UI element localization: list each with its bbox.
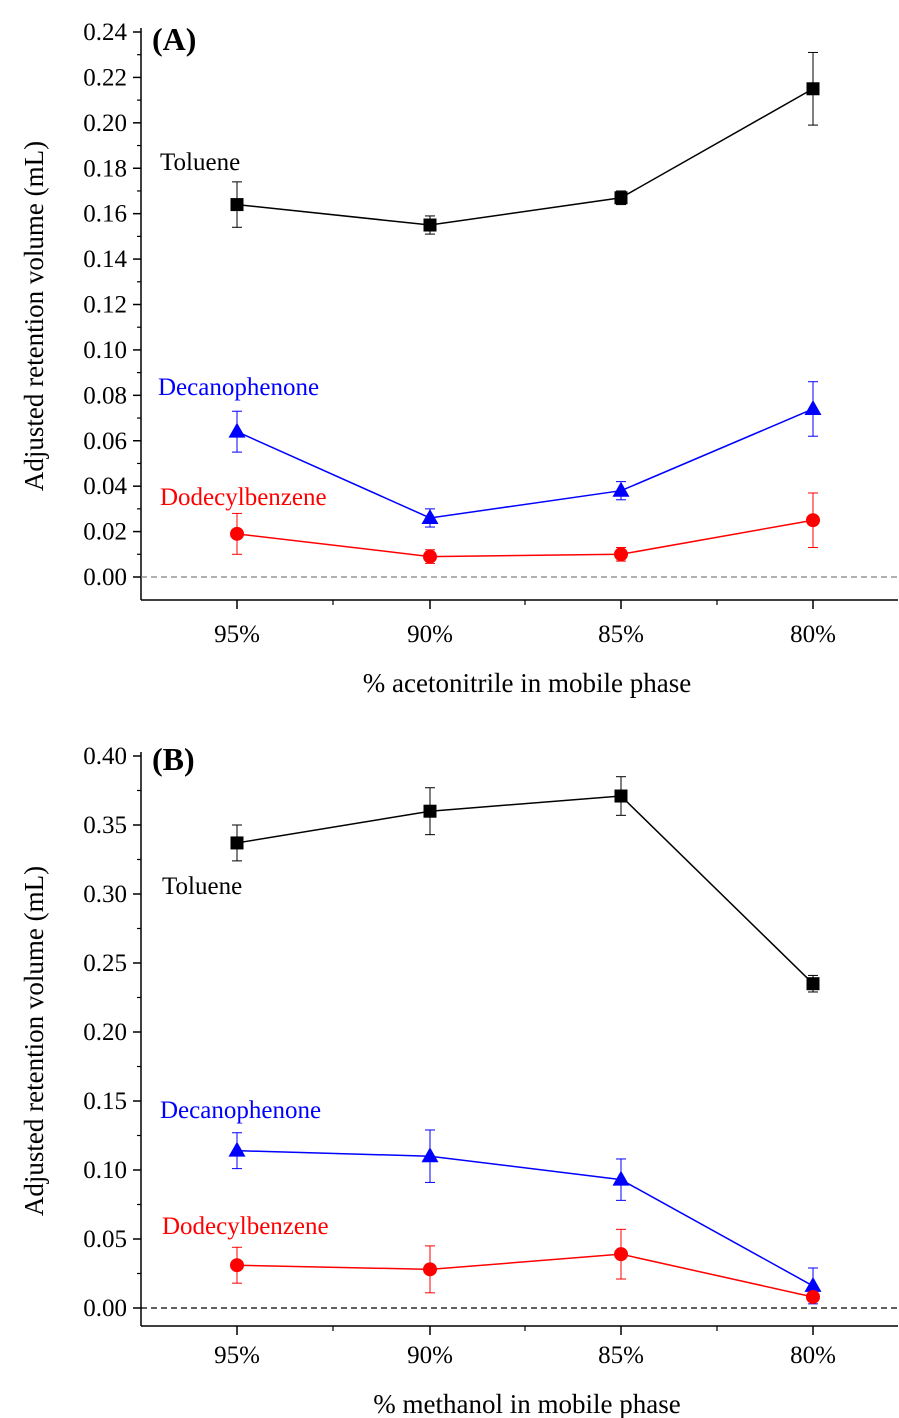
x-tick-label: 90% <box>407 1342 453 1369</box>
data-point <box>614 191 628 205</box>
data-point <box>614 789 628 803</box>
y-tick-label: 0.00 <box>83 564 127 591</box>
y-tick-label: 0.06 <box>83 428 127 455</box>
data-point <box>614 547 628 562</box>
panel-a: 0.00 0.02 0.04 0.06 0.08 0.10 0.12 0.14 0.16 0.18… <box>19 19 898 698</box>
data-point <box>423 549 437 564</box>
y-tick-label: 0.02 <box>83 519 127 546</box>
data-point <box>421 508 439 524</box>
series-line <box>236 88 814 226</box>
series-decanophenone <box>228 1129 822 1305</box>
series-dodecylbenzene <box>230 492 820 564</box>
y-tick-label: 0.15 <box>83 1088 127 1115</box>
x-tick-label: 95% <box>214 1342 260 1369</box>
data-point <box>612 481 630 497</box>
series-label-dodecylbenzene: Dodecylbenzene <box>160 484 327 511</box>
data-point <box>806 1289 820 1304</box>
series-toluene <box>230 51 820 235</box>
data-point <box>230 1258 244 1273</box>
series-line <box>236 519 814 558</box>
x-tick-label: 85% <box>598 1342 644 1369</box>
data-point <box>228 422 246 438</box>
y-tick-label: 0.25 <box>83 950 127 977</box>
series-line <box>236 1149 814 1287</box>
y-tick-label: 0.16 <box>83 201 127 228</box>
series-label-decanophenone: Decanophenone <box>158 374 319 401</box>
y-tick-label: 0.22 <box>83 64 127 91</box>
y-tick-label: 0.10 <box>83 1157 127 1184</box>
data-point <box>614 1247 628 1262</box>
y-tick-label: 0.18 <box>83 155 127 182</box>
x-tick-label: 95% <box>214 621 260 648</box>
data-point <box>806 82 820 96</box>
y-tick-label: 0.10 <box>83 337 127 364</box>
series-toluene <box>230 776 820 993</box>
y-tick-label: 0.24 <box>83 19 127 46</box>
y-tick-label: 0.30 <box>83 881 127 908</box>
data-point <box>230 198 244 212</box>
series-line <box>236 408 814 519</box>
panel-b: 0.00 0.05 0.10 0.15 0.20 0.25 0.30 0.35 0.40 95% 9… <box>19 741 898 1418</box>
y-tick-label: 0.20 <box>83 1019 127 1046</box>
x-axis-title: % acetonitrile in mobile phase <box>363 668 691 698</box>
data-point <box>612 1170 630 1186</box>
series-decanophenone <box>228 381 822 528</box>
y-tick-label: 0.14 <box>83 246 127 273</box>
y-tick-label: 0.35 <box>83 812 127 839</box>
series-label-decanophenone: Decanophenone <box>160 1097 321 1124</box>
y-tick-label: 0.04 <box>83 473 127 500</box>
panel-label: (A) <box>152 21 196 57</box>
y-tick-label: 0.20 <box>83 110 127 137</box>
data-point <box>806 977 820 991</box>
series-label-toluene: Toluene <box>162 873 242 900</box>
x-tick-label: 85% <box>598 621 644 648</box>
data-point <box>230 526 244 541</box>
series-label-dodecylbenzene: Dodecylbenzene <box>162 1213 329 1240</box>
data-point <box>806 513 820 528</box>
series-dodecylbenzene <box>230 1228 820 1304</box>
data-point <box>230 836 244 850</box>
series-line <box>236 1253 814 1298</box>
data-point <box>804 399 822 415</box>
data-point <box>423 804 437 818</box>
series-label-toluene: Toluene <box>160 149 240 176</box>
series-line <box>236 795 814 985</box>
y-axis-title: Adjusted retention volume (mL) <box>19 141 49 491</box>
panel-label: (B) <box>152 741 195 777</box>
y-axis-title: Adjusted retention volume (mL) <box>19 866 49 1216</box>
data-point <box>423 218 437 232</box>
data-point <box>423 1262 437 1277</box>
x-tick-label: 90% <box>407 621 453 648</box>
x-axis-title: % methanol in mobile phase <box>373 1389 680 1418</box>
x-tick-label: 80% <box>790 1342 836 1369</box>
y-tick-label: 0.40 <box>83 743 127 770</box>
data-point <box>421 1147 439 1163</box>
data-point <box>804 1276 822 1292</box>
x-tick-label: 80% <box>790 621 836 648</box>
y-tick-label: 0.12 <box>83 292 127 319</box>
y-tick-label: 0.00 <box>83 1295 127 1322</box>
data-point <box>228 1141 246 1157</box>
y-tick-label: 0.05 <box>83 1226 127 1253</box>
y-tick-label: 0.08 <box>83 382 127 409</box>
